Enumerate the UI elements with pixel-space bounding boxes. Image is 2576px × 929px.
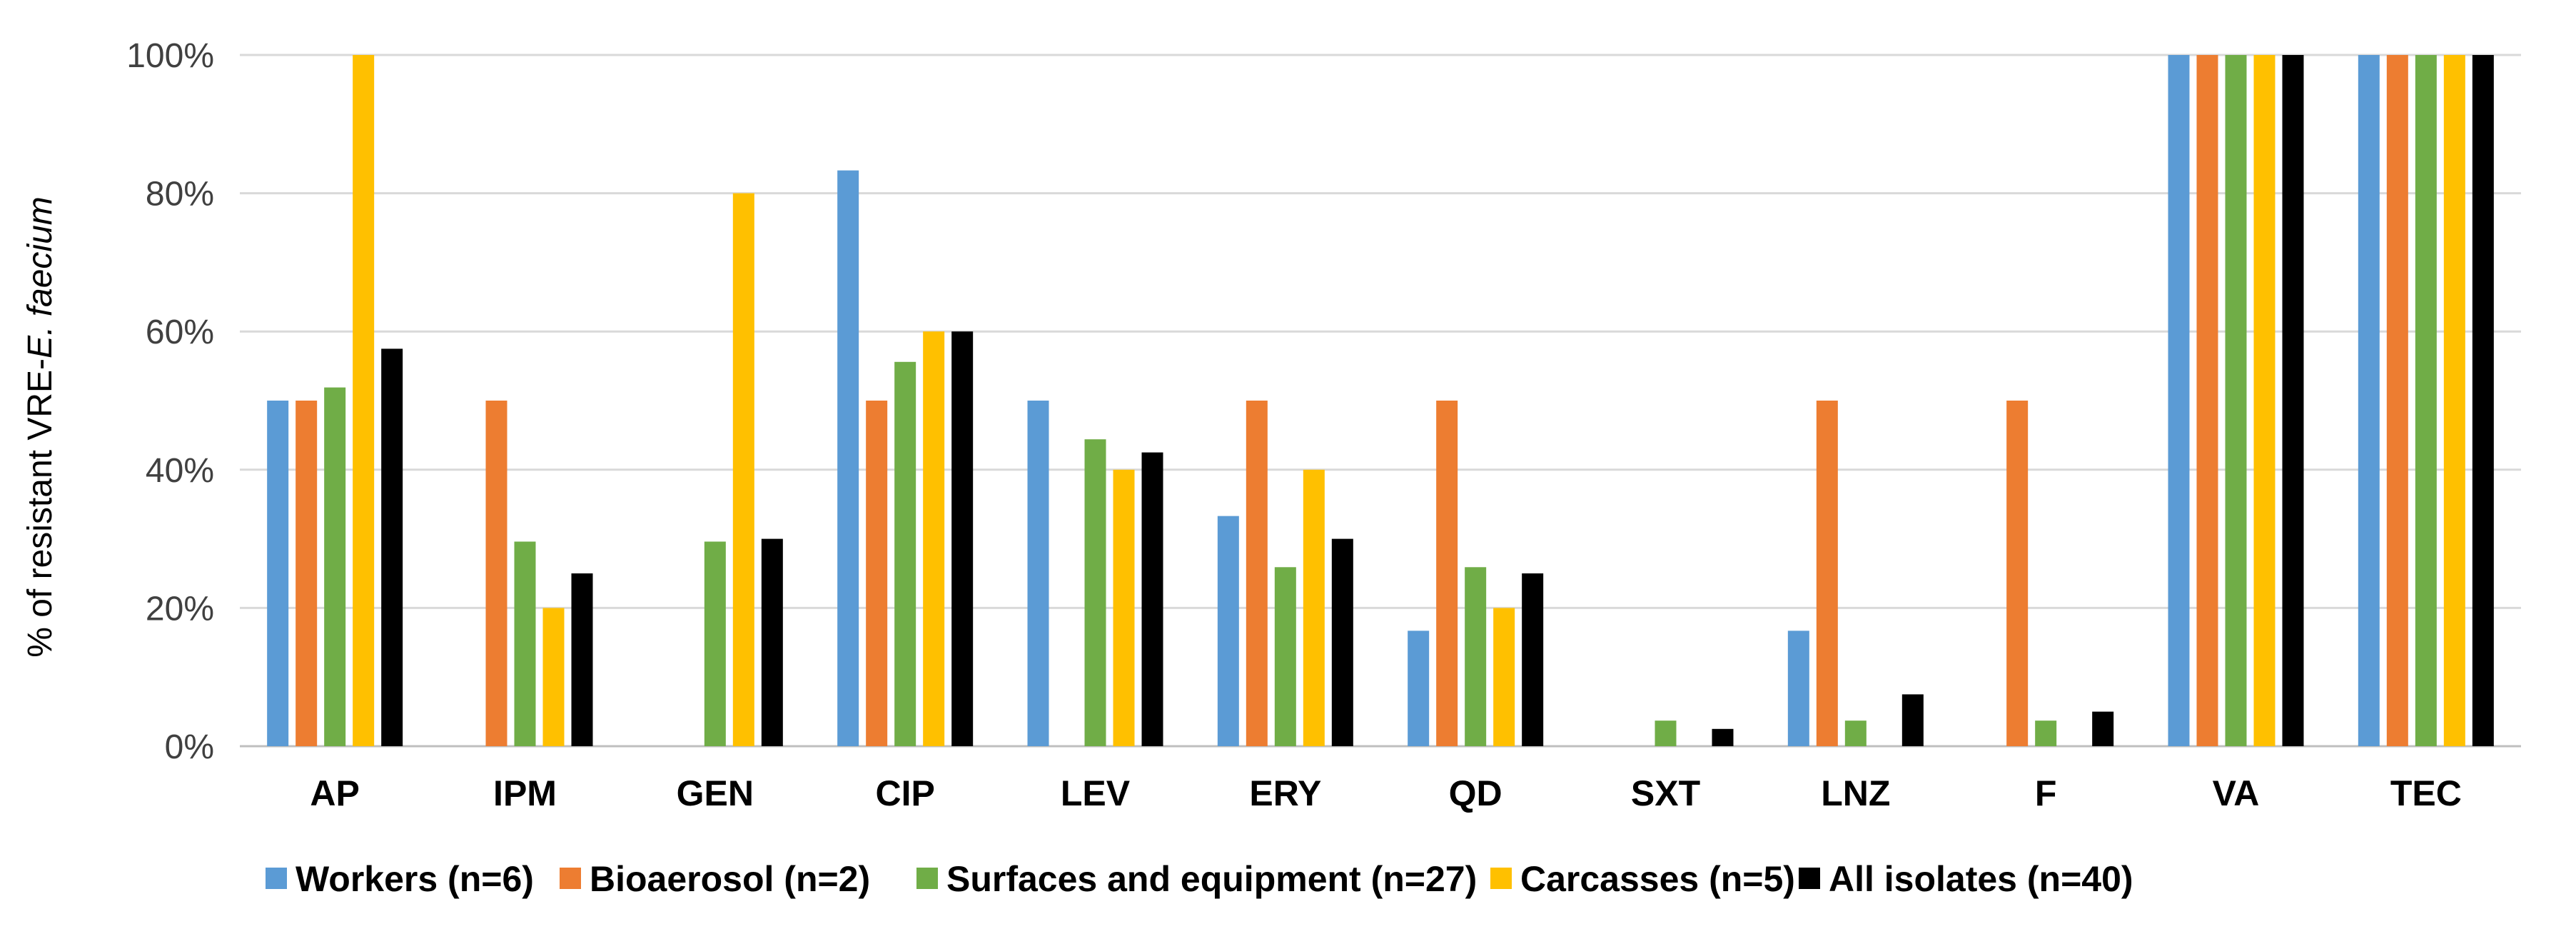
bar-qd-series-4 xyxy=(1493,608,1515,746)
y-tick-label: 100% xyxy=(126,37,214,75)
bar-va-series-3 xyxy=(2225,55,2247,746)
bar-lev-series-4 xyxy=(1113,469,1135,746)
bar-gen-series-4 xyxy=(732,193,754,747)
bar-va-series-4 xyxy=(2253,55,2276,746)
y-tick-label: 20% xyxy=(146,590,214,628)
legend-label-4: Carcasses (n=5) xyxy=(1520,859,1795,899)
gridlines xyxy=(240,54,2521,748)
bar-ipm-series-5 xyxy=(571,573,593,746)
bar-gen-series-3 xyxy=(704,541,726,746)
bar-ipm-series-3 xyxy=(514,541,536,746)
bar-ipm-series-4 xyxy=(542,608,565,746)
legend-swatch-3 xyxy=(916,868,938,889)
y-tick-label: 80% xyxy=(146,176,214,214)
bar-ap-series-4 xyxy=(353,55,375,746)
bar-qd-series-3 xyxy=(1465,567,1487,746)
x-category-label: F xyxy=(2035,773,2057,813)
bar-lev-series-1 xyxy=(1027,401,1049,746)
bar-lnz-series-2 xyxy=(1816,401,1838,746)
x-category-label: LNZ xyxy=(1821,773,1890,813)
legend-swatch-1 xyxy=(266,868,287,889)
x-category-label: IPM xyxy=(493,773,557,813)
bar-ery-series-4 xyxy=(1303,469,1325,746)
bar-lnz-series-1 xyxy=(1787,631,1809,746)
bar-tec-series-4 xyxy=(2443,55,2465,746)
bar-ipm-series-2 xyxy=(485,401,507,746)
bar-tec-series-5 xyxy=(2472,55,2494,746)
bar-tec-series-1 xyxy=(2358,55,2380,746)
legend-label-3: Surfaces and equipment (n=27) xyxy=(946,859,1477,899)
legend-swatch-2 xyxy=(560,868,581,889)
bar-cip-series-4 xyxy=(923,331,945,746)
bar-cip-series-2 xyxy=(866,401,888,746)
bar-lnz-series-3 xyxy=(1844,720,1867,746)
bar-ery-series-5 xyxy=(1331,538,1353,746)
x-category-label: CIP xyxy=(875,773,934,813)
y-axis-title-italic: E. faecium xyxy=(21,196,59,358)
bar-cip-series-3 xyxy=(894,361,916,746)
bar-f-series-2 xyxy=(2006,401,2029,746)
x-category-label: VA xyxy=(2213,773,2260,813)
legend-label-1: Workers (n=6) xyxy=(296,859,534,899)
bar-sxt-series-5 xyxy=(1712,728,1734,746)
bar-va-series-5 xyxy=(2282,55,2304,746)
bar-qd-series-2 xyxy=(1436,401,1458,746)
x-category-label: SXT xyxy=(1631,773,1700,813)
bar-cip-series-5 xyxy=(951,331,974,746)
bar-ery-series-2 xyxy=(1246,401,1268,746)
x-axis-category-labels: AP IPM GEN CIP LEV ERY QD SXT LNZ F VA TEC xyxy=(310,773,2461,813)
y-tick-label: 60% xyxy=(146,313,214,351)
y-axis-title: % of resistant VRE-E. faecium xyxy=(21,196,59,658)
bar-ap-series-2 xyxy=(296,401,318,746)
y-tick-label: 40% xyxy=(146,452,214,490)
x-category-label: QD xyxy=(1449,773,1502,813)
bar-ap-series-5 xyxy=(381,348,403,746)
x-category-label: AP xyxy=(310,773,359,813)
bar-f-series-3 xyxy=(2035,720,2057,746)
bars xyxy=(267,55,2494,747)
x-category-label: LEV xyxy=(1061,773,1131,813)
bar-tec-series-2 xyxy=(2386,55,2408,746)
bar-cip-series-1 xyxy=(837,170,859,746)
bar-f-series-5 xyxy=(2092,711,2114,746)
legend-swatch-4 xyxy=(1490,868,1512,889)
bar-ery-series-1 xyxy=(1217,516,1239,746)
bar-tec-series-3 xyxy=(2415,55,2437,746)
bar-va-series-1 xyxy=(2168,55,2190,746)
legend: Workers (n=6) Bioaerosol (n=2) Surfaces an… xyxy=(266,859,2133,899)
y-tick-label: 0% xyxy=(165,728,214,766)
x-category-label: ERY xyxy=(1249,773,1321,813)
bar-va-series-2 xyxy=(2196,55,2218,746)
bar-ap-series-3 xyxy=(324,387,346,746)
legend-label-2: Bioaerosol (n=2) xyxy=(590,859,870,899)
legend-label-5: All isolates (n=40) xyxy=(1829,859,2133,899)
bar-gen-series-5 xyxy=(761,538,783,746)
bar-ery-series-3 xyxy=(1274,567,1296,746)
bar-lev-series-5 xyxy=(1141,452,1163,746)
y-axis-title-prefix: % of resistant VRE- xyxy=(21,358,59,658)
legend-swatch-5 xyxy=(1799,868,1820,889)
y-axis-tick-labels: 0% 20% 40% 60% 80% 100% xyxy=(126,37,214,766)
bar-ap-series-1 xyxy=(267,401,289,746)
x-category-label: GEN xyxy=(677,773,754,813)
x-category-label: TEC xyxy=(2390,773,2462,813)
bar-qd-series-1 xyxy=(1408,631,1430,746)
bar-lnz-series-5 xyxy=(1901,694,1924,746)
bar-qd-series-5 xyxy=(1522,573,1544,746)
bar-lev-series-3 xyxy=(1084,439,1106,746)
bar-sxt-series-3 xyxy=(1655,720,1677,746)
